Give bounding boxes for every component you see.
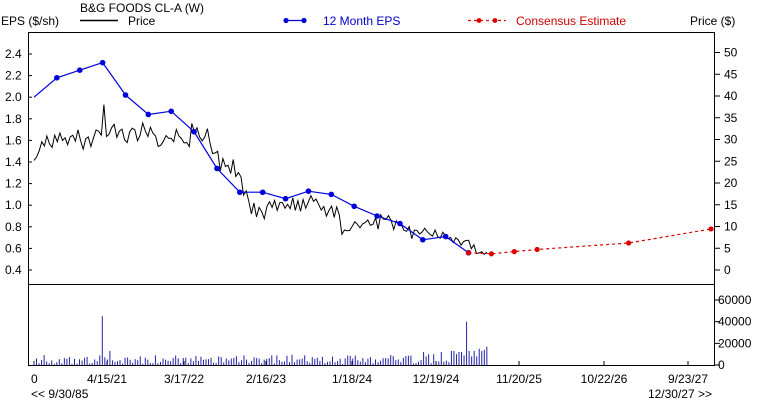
x-tick-label: 9/23/27 bbox=[668, 372, 708, 386]
eps-point bbox=[351, 203, 357, 210]
eps-point bbox=[397, 220, 403, 227]
bottom-right-label: 12/30/27 >> bbox=[648, 387, 712, 400]
legend-estimate-dot-2 bbox=[492, 18, 498, 23]
eps-point bbox=[168, 108, 175, 115]
legend-price-label: Price bbox=[128, 14, 156, 28]
x-tick-label: 11/20/25 bbox=[496, 372, 542, 386]
volume-tick-label: 60000 bbox=[718, 293, 752, 307]
estimate-point bbox=[488, 251, 494, 257]
price-line bbox=[33, 104, 488, 255]
plot-frame bbox=[28, 32, 715, 366]
price-tick-label: 25 bbox=[724, 154, 738, 168]
eps-tick-label: 2.2 bbox=[5, 69, 22, 83]
eps-point bbox=[419, 236, 426, 243]
eps-tick-label: 1.6 bbox=[5, 133, 22, 147]
eps-tick-label: 0.8 bbox=[5, 220, 22, 234]
eps-tick-label: 1.4 bbox=[5, 155, 22, 169]
eps-tick-label: 0.4 bbox=[5, 263, 22, 277]
x-tick-label: 2/16/23 bbox=[246, 372, 286, 386]
legend-estimate-dot-1 bbox=[476, 18, 482, 23]
x-tick-label: 3/17/22 bbox=[164, 372, 204, 386]
eps-point bbox=[99, 59, 106, 66]
estimate-line bbox=[468, 228, 712, 255]
chart-title: B&G FOODS CL-A (W) bbox=[80, 1, 204, 15]
x-tick-label: 0 bbox=[31, 372, 38, 386]
bottom-left-label: << 9/30/85 bbox=[31, 387, 89, 400]
eps-tick-label: 2.4 bbox=[5, 47, 22, 61]
eps-point bbox=[54, 74, 60, 81]
legend-eps-dot-2 bbox=[301, 17, 307, 24]
estimate-series bbox=[465, 226, 714, 257]
estimate-point bbox=[511, 249, 517, 255]
eps-tick-label: 1.0 bbox=[5, 198, 22, 212]
eps-point bbox=[282, 195, 289, 202]
eps-point bbox=[76, 67, 83, 73]
price-tick-label: 5 bbox=[724, 241, 731, 255]
eps-point bbox=[374, 213, 380, 219]
eps-point bbox=[214, 165, 220, 172]
eps-tick-label: 1.2 bbox=[5, 177, 22, 191]
legend-estimate-label: Consensus Estimate bbox=[516, 14, 626, 28]
eps-point bbox=[145, 111, 152, 118]
eps-line bbox=[33, 61, 469, 254]
estimate-point bbox=[708, 226, 714, 232]
eps-point bbox=[259, 189, 266, 196]
price-tick-label: 35 bbox=[724, 111, 738, 125]
left-axis-label: EPS ($/sh) bbox=[1, 14, 59, 28]
eps-point bbox=[305, 188, 312, 194]
volume-bars bbox=[33, 316, 488, 365]
x-tick-label: 4/15/21 bbox=[87, 372, 127, 386]
eps-tick-label: 2.0 bbox=[5, 90, 22, 104]
price-tick-label: 15 bbox=[724, 198, 738, 212]
price-tick-label: 45 bbox=[724, 67, 738, 81]
price-tick-label: 20 bbox=[724, 176, 738, 190]
price-tick-label: 0 bbox=[724, 263, 731, 277]
price-tick-label: 10 bbox=[724, 220, 738, 234]
estimate-point bbox=[534, 246, 540, 253]
right-axis-label: Price ($) bbox=[690, 14, 735, 28]
eps-point bbox=[442, 233, 449, 240]
volume-tick-label: 20000 bbox=[718, 336, 752, 350]
eps-tick-label: 1.8 bbox=[5, 112, 22, 126]
axis-ticks-layer: 2.42.22.01.81.61.41.21.00.80.60.45045403… bbox=[5, 46, 752, 387]
legend-eps-dot-1 bbox=[283, 17, 289, 24]
estimate-point bbox=[465, 250, 472, 256]
price-series bbox=[33, 104, 488, 255]
eps-series bbox=[33, 59, 472, 256]
price-tick-label: 50 bbox=[724, 46, 738, 60]
volume-tick-label: 0 bbox=[718, 358, 725, 372]
eps-point bbox=[191, 128, 197, 135]
price-tick-label: 30 bbox=[724, 133, 738, 147]
price-tick-label: 40 bbox=[724, 89, 738, 103]
estimate-point bbox=[626, 240, 632, 246]
x-tick-label: 10/22/26 bbox=[581, 372, 628, 386]
eps-point bbox=[328, 191, 335, 198]
x-tick-label: 12/19/24 bbox=[413, 372, 460, 386]
eps-point bbox=[122, 92, 129, 98]
eps-point bbox=[237, 189, 243, 196]
x-tick-label: 1/18/24 bbox=[332, 372, 372, 386]
volume-tick-label: 40000 bbox=[718, 315, 752, 329]
legend-eps-label: 12 Month EPS bbox=[323, 14, 400, 28]
eps-tick-label: 0.6 bbox=[5, 241, 22, 255]
